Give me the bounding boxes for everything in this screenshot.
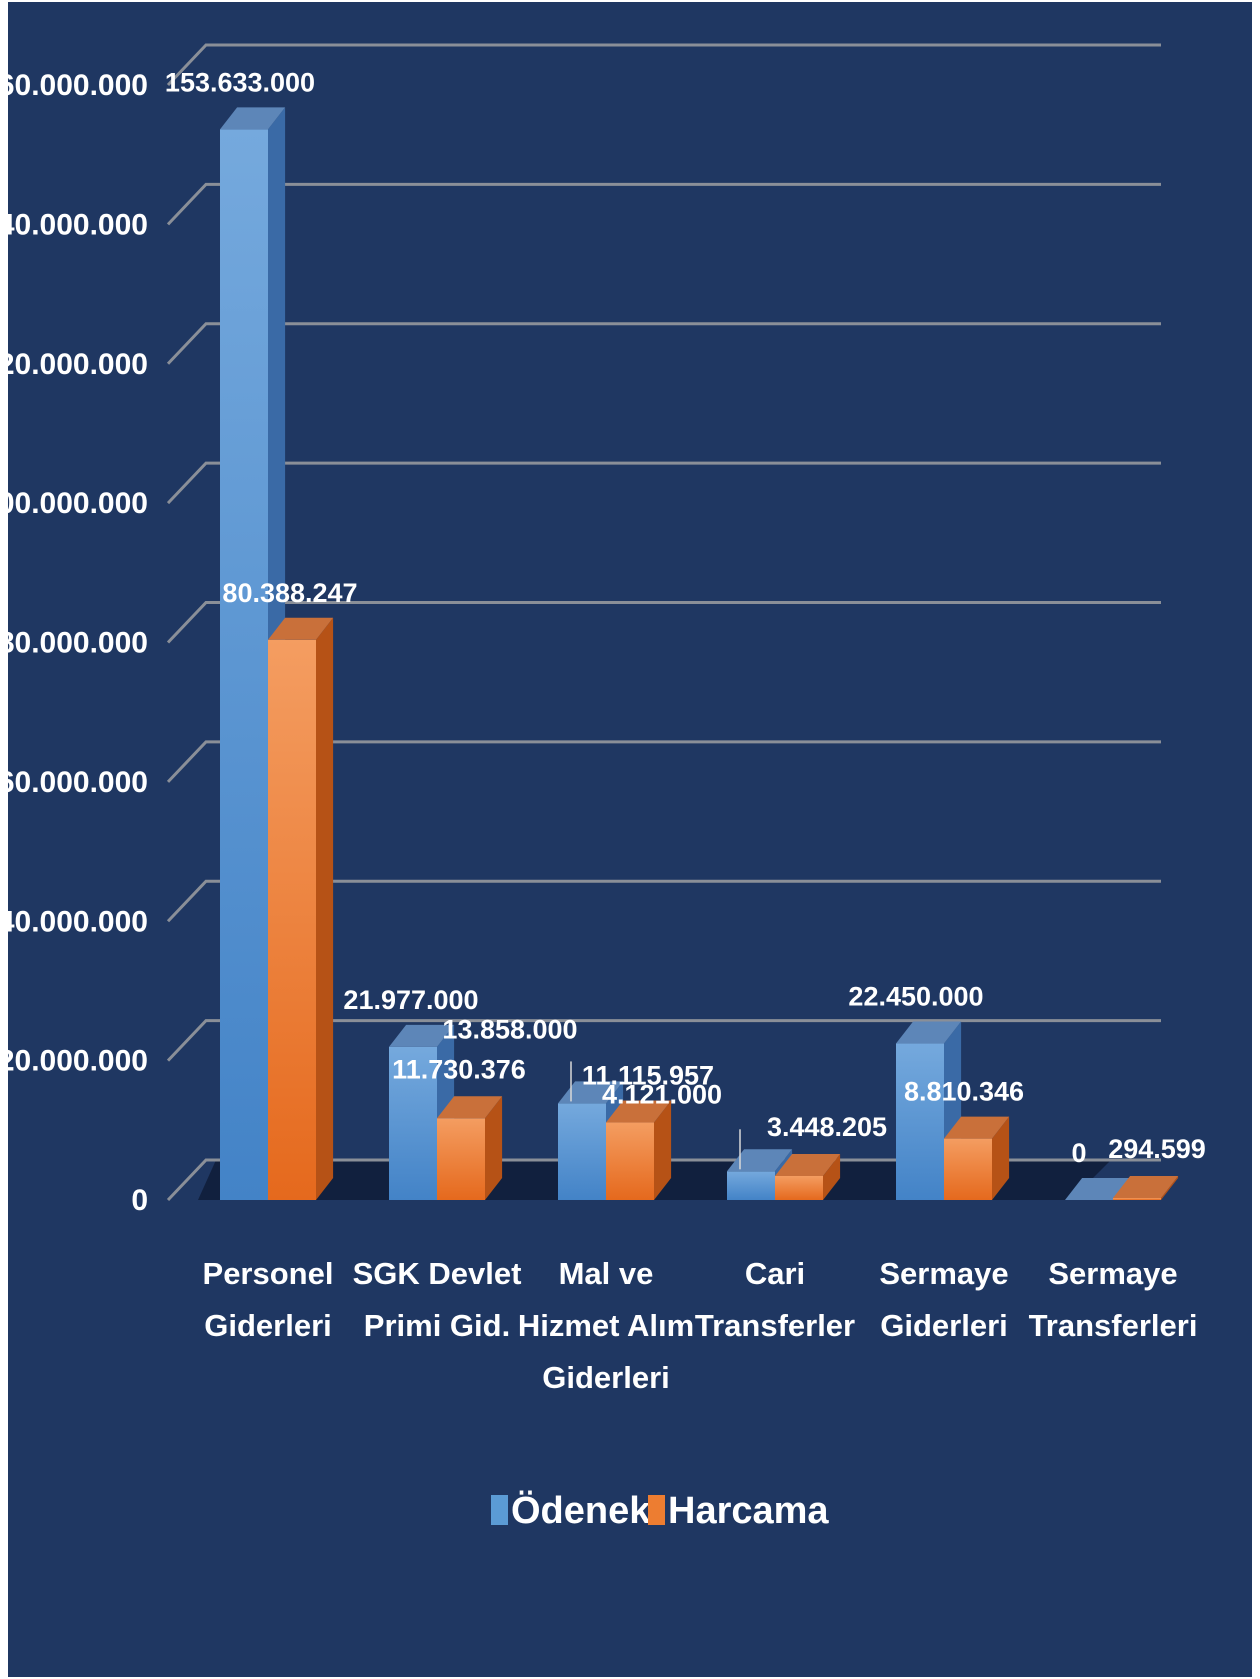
category-label-line: Mal ve — [559, 1256, 654, 1291]
y-tick-label: 20.000.000 — [8, 1045, 148, 1078]
data-label: 22.450.000 — [848, 982, 983, 1012]
bar-side — [823, 1153, 841, 1200]
data-label: 80.388.247 — [222, 578, 357, 608]
y-tick-label: 60.000.000 — [8, 766, 148, 799]
y-axis-ticks: 0 20.000.000 40.000.000 60.000.000 80.000.00… — [8, 69, 148, 1217]
bar-harcama-4 — [944, 1116, 1010, 1200]
data-label: 294.599 — [1108, 1134, 1206, 1164]
data-label: 8.810.346 — [904, 1077, 1024, 1107]
bar-top — [1065, 1178, 1131, 1200]
category-label: Personel Giderleri — [203, 1256, 334, 1343]
bar-front — [268, 639, 316, 1200]
category-label: Sermaye Transferleri — [1029, 1256, 1198, 1343]
data-label: 11.730.376 — [392, 1054, 526, 1084]
category-label-line: Hizmet Alım — [518, 1308, 694, 1343]
bar-front — [220, 129, 268, 1201]
data-label: 13.858.000 — [442, 1014, 577, 1044]
data-label: 0 — [1071, 1138, 1086, 1168]
category-label-line: Personel — [203, 1256, 334, 1291]
legend: Ödenek Harcama — [491, 1489, 829, 1532]
bar-top — [558, 1081, 624, 1104]
grid-line — [166, 1158, 1161, 1202]
category-label-line: Transferler — [695, 1308, 855, 1343]
y-tick-label: 40.000.000 — [8, 905, 148, 938]
bar-harcama-3 — [775, 1153, 841, 1200]
bar-front — [437, 1118, 485, 1200]
bar-top — [775, 1153, 841, 1176]
y-tick-label: 80.000.000 — [8, 627, 148, 660]
bar-top — [944, 1116, 1010, 1139]
category-label: Sermaye Giderleri — [879, 1256, 1008, 1343]
bar-front — [606, 1122, 654, 1200]
bar-front — [944, 1138, 992, 1200]
category-label: Mal ve Hizmet Alım Giderleri — [518, 1256, 694, 1395]
y-tick-label: 120.000.000 — [8, 348, 148, 381]
bar-front — [896, 1043, 944, 1200]
grid-line — [166, 182, 1161, 226]
chart-frame: 0 20.000.000 40.000.000 60.000.000 80.000.00… — [8, 2, 1252, 1677]
category-label-line: Transferleri — [1029, 1308, 1198, 1343]
bar-odenek-5 — [1065, 1178, 1131, 1200]
grid-line — [166, 322, 1161, 365]
bar-front — [389, 1046, 437, 1200]
bar-top — [1113, 1175, 1179, 1198]
y-tick-label: 0 — [131, 1184, 148, 1217]
bar-chart: 0 20.000.000 40.000.000 60.000.000 80.000.00… — [8, 43, 1206, 1532]
bar-harcama-5 — [1113, 1175, 1179, 1200]
grid-line — [166, 461, 1161, 505]
bar-front — [775, 1175, 823, 1200]
bar-top — [437, 1096, 503, 1119]
legend-swatch — [648, 1495, 665, 1525]
grid-line — [166, 879, 1161, 923]
bar-side — [316, 617, 334, 1200]
grid-line — [166, 1019, 1161, 1062]
grid-line — [166, 43, 1161, 87]
data-label: 153.633.000 — [165, 67, 315, 97]
data-label: 11.115.957 — [582, 1061, 714, 1091]
category-label-line: Giderleri — [880, 1308, 1008, 1343]
bar-side — [992, 1116, 1010, 1200]
category-label-line: Sermaye — [1048, 1256, 1177, 1291]
bar-top — [268, 617, 334, 640]
grid-line — [166, 601, 1161, 644]
category-label-line: Giderleri — [204, 1308, 332, 1343]
category-label-line: Cari — [745, 1256, 805, 1291]
bar-top — [896, 1021, 962, 1044]
grid-line — [166, 740, 1161, 783]
bar-side — [485, 1096, 503, 1200]
category-label: SGK Devlet Primi Gid. — [353, 1256, 522, 1343]
data-labels: 153.633.000 80.388.247 21.977.000 11.730.37… — [165, 67, 1206, 1170]
bar-top — [727, 1149, 793, 1172]
category-label-line: Primi Gid. — [364, 1308, 510, 1343]
y-tick-label: 160.000.000 — [8, 69, 148, 102]
bar-top — [606, 1100, 672, 1123]
data-label: 21.977.000 — [343, 985, 478, 1015]
bar-side — [654, 1100, 672, 1200]
category-label-line: Sermaye — [879, 1256, 1008, 1291]
bar-side — [1161, 1175, 1179, 1200]
data-label: 4.121.000 — [602, 1079, 722, 1109]
category-label: Cari Transferler — [695, 1256, 855, 1343]
bar-harcama-2 — [606, 1100, 672, 1200]
bar-harcama-0 — [268, 617, 334, 1200]
category-label-line: SGK Devlet — [353, 1256, 522, 1291]
legend-label: Ödenek — [511, 1489, 651, 1532]
y-tick-label: 100.000.000 — [8, 487, 148, 520]
bar-harcama-1 — [437, 1096, 503, 1200]
category-label-line: Giderleri — [542, 1360, 670, 1395]
bar-top — [389, 1024, 455, 1047]
bar-top — [220, 107, 286, 130]
bars — [220, 107, 1179, 1201]
data-label: 3.448.205 — [767, 1112, 887, 1142]
legend-label: Harcama — [668, 1490, 829, 1532]
bar-front — [558, 1103, 606, 1200]
y-tick-label: 140.000.000 — [8, 208, 148, 241]
bar-front — [727, 1171, 775, 1200]
bar-front — [1113, 1197, 1161, 1200]
legend-swatch — [491, 1495, 508, 1525]
